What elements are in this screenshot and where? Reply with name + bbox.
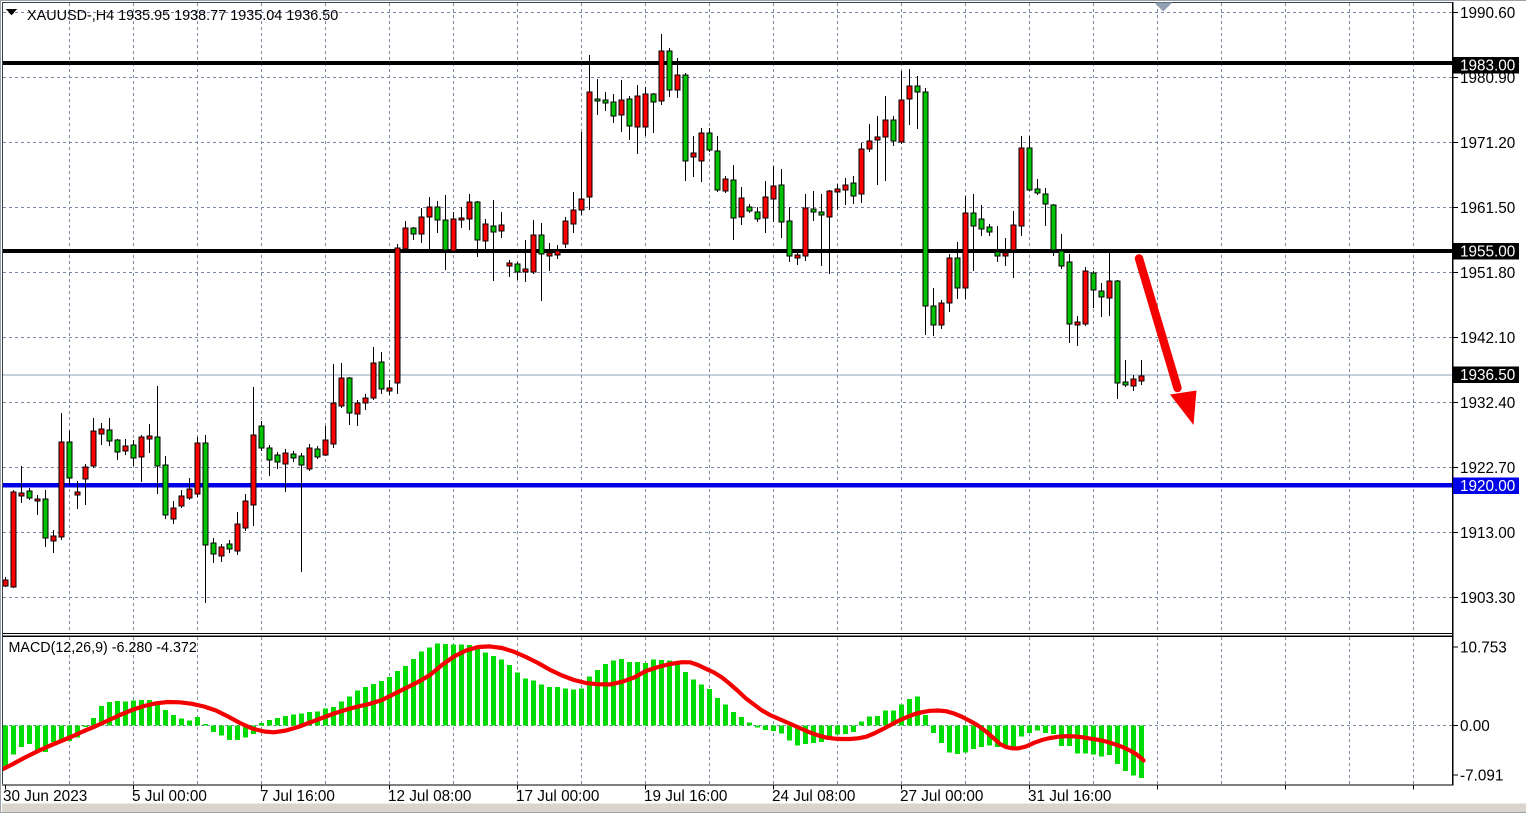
svg-text:27 Jul 00:00: 27 Jul 00:00	[900, 788, 983, 805]
svg-text:31 Jul 16:00: 31 Jul 16:00	[1028, 788, 1111, 805]
svg-text:12 Jul 08:00: 12 Jul 08:00	[388, 788, 471, 805]
svg-text:30 Jun 2023: 30 Jun 2023	[3, 788, 87, 805]
svg-text:1936.50: 1936.50	[1460, 367, 1515, 384]
svg-text:1990.60: 1990.60	[1460, 5, 1515, 22]
svg-text:1922.70: 1922.70	[1460, 460, 1515, 477]
svg-text:1942.10: 1942.10	[1460, 330, 1515, 347]
svg-text:1932.40: 1932.40	[1460, 395, 1515, 412]
svg-text:1961.50: 1961.50	[1460, 200, 1515, 217]
svg-text:17 Jul 00:00: 17 Jul 00:00	[516, 788, 599, 805]
svg-text:1903.30: 1903.30	[1460, 590, 1515, 607]
svg-text:7 Jul 16:00: 7 Jul 16:00	[260, 788, 335, 805]
svg-text:1951.80: 1951.80	[1460, 265, 1515, 282]
svg-text:1971.20: 1971.20	[1460, 135, 1515, 152]
svg-text:1983.00: 1983.00	[1460, 58, 1515, 75]
svg-text:24 Jul 08:00: 24 Jul 08:00	[772, 788, 855, 805]
svg-text:1980.90: 1980.90	[1460, 70, 1515, 87]
svg-text:5 Jul 00:00: 5 Jul 00:00	[132, 788, 207, 805]
svg-text:MACD(12,26,9) -6.280 -4.372: MACD(12,26,9) -6.280 -4.372	[9, 640, 197, 656]
svg-text:1913.00: 1913.00	[1460, 525, 1515, 542]
svg-text:XAUUSD-,H4 1935.95 1938.77 19: XAUUSD-,H4 1935.95 1938.77 1935.04 1936.…	[27, 8, 338, 24]
svg-text:-7.091: -7.091	[1460, 768, 1503, 785]
svg-text:0.00: 0.00	[1460, 718, 1490, 735]
svg-text:1920.00: 1920.00	[1460, 478, 1515, 495]
svg-text:10.753: 10.753	[1460, 640, 1507, 657]
svg-text:19 Jul 16:00: 19 Jul 16:00	[644, 788, 727, 805]
svg-text:1955.00: 1955.00	[1460, 244, 1515, 261]
